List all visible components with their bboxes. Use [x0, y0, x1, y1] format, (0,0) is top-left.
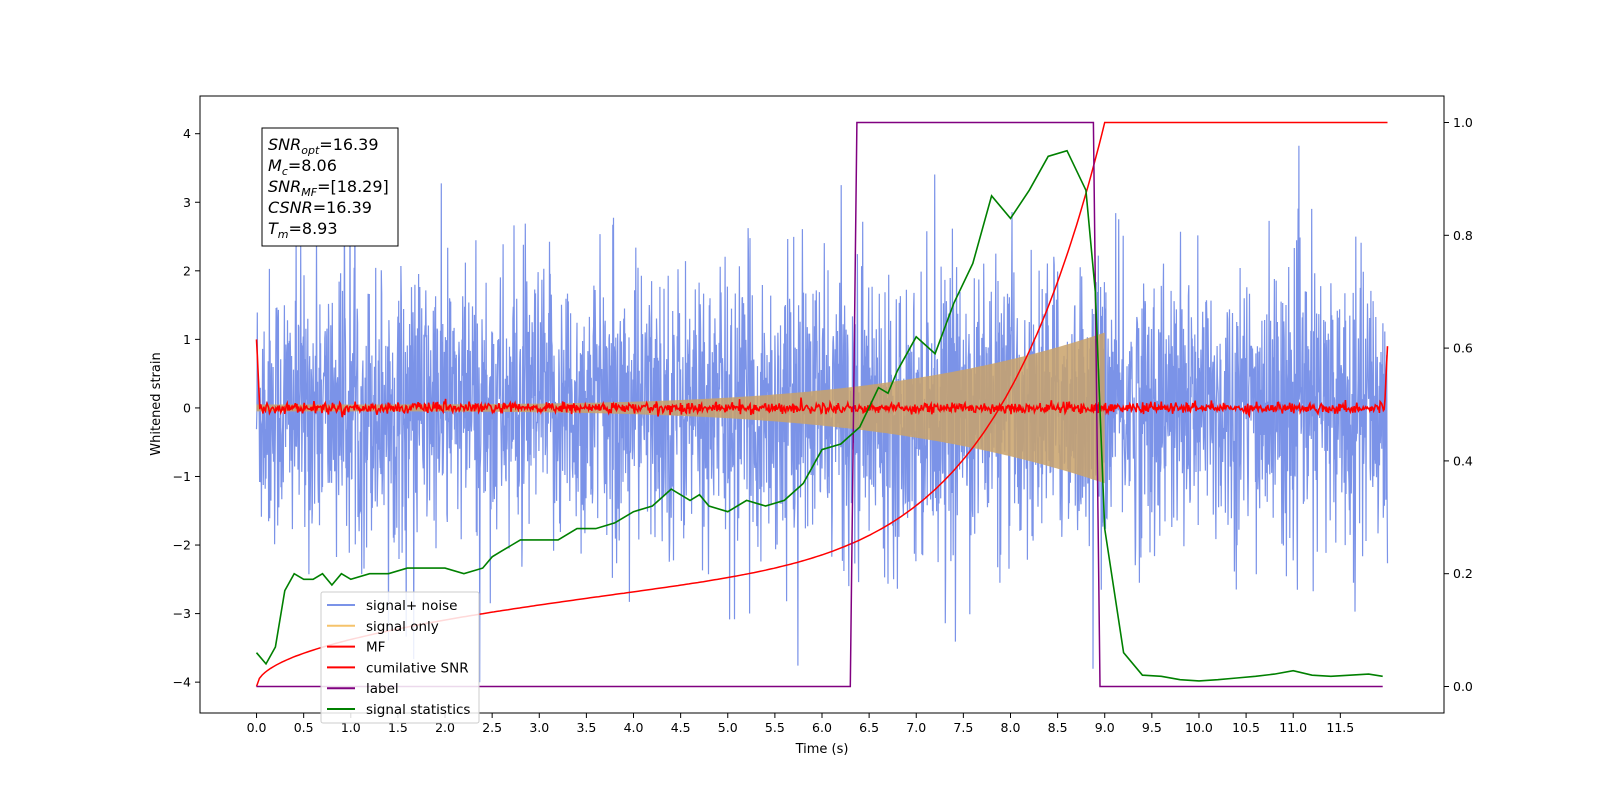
x-tick-label: 10.0	[1185, 720, 1213, 735]
x-tick-label: 9.5	[1142, 720, 1162, 735]
y-tick-label: −3	[173, 606, 191, 621]
x-tick-label: 7.5	[953, 720, 973, 735]
x-tick-label: 2.0	[435, 720, 455, 735]
info-line: SNRopt=16.39	[268, 135, 379, 157]
x-tick-label: 8.5	[1048, 720, 1068, 735]
x-tick-label: 11.5	[1326, 720, 1354, 735]
y2-tick-label: 0.4	[1453, 453, 1473, 468]
series-label	[256, 121, 1383, 688]
x-tick-label: 0.5	[294, 720, 314, 735]
x-axis-label: Time (s)	[795, 742, 849, 757]
x-tick-label: 11.0	[1279, 720, 1307, 735]
legend-label: MF	[366, 640, 385, 656]
x-tick-label: 5.5	[765, 720, 785, 735]
legend-label: label	[366, 681, 399, 697]
y-tick-label: 4	[183, 126, 191, 141]
x-tick-label: 6.5	[859, 720, 879, 735]
info-line: Mc=8.06	[268, 156, 337, 178]
x-tick-label: 3.5	[576, 720, 596, 735]
x-tick-label: 4.5	[671, 720, 691, 735]
y-axis-right: 1.0 0.8 0.6 0.4 0.2 0.0	[1444, 115, 1473, 694]
series-mf	[255, 339, 1389, 419]
y-tick-label: 3	[183, 195, 191, 210]
info-line: CSNR=16.39	[268, 198, 372, 217]
info-box: SNRopt=16.39Mc=8.06SNRMF=[18.29]CSNR=16.…	[261, 127, 399, 247]
legend: signal+ noise signal only MF cumilative SNR…	[320, 591, 480, 724]
x-tick-label: 1.0	[341, 720, 361, 735]
y2-tick-label: 0.6	[1453, 341, 1473, 356]
y-tick-label: 0	[183, 400, 191, 415]
x-tick-label: 6.0	[812, 720, 832, 735]
x-tick-label: 2.5	[482, 720, 502, 735]
series-signal-noise	[255, 145, 1389, 683]
x-tick-label: 7.0	[906, 720, 926, 735]
y2-tick-label: 0.8	[1453, 228, 1473, 243]
legend-label: cumilative SNR	[366, 660, 469, 676]
x-tick-label: 3.0	[529, 720, 549, 735]
y-axis-left: 4 3 2 1 0 −1 −2 −3 −4	[173, 126, 200, 690]
info-line: Tm=8.93	[268, 219, 338, 241]
y-tick-label: 1	[183, 332, 191, 347]
x-tick-label: 8.0	[1001, 720, 1021, 735]
y2-tick-label: 0.2	[1453, 566, 1473, 581]
legend-label: signal statistics	[366, 702, 470, 718]
x-tick-label: 9.0	[1095, 720, 1115, 735]
series-signal-statistics	[255, 149, 1383, 682]
y2-tick-label: 1.0	[1453, 115, 1473, 130]
y-tick-label: 2	[183, 263, 191, 278]
y-tick-label: −4	[173, 675, 191, 690]
y2-tick-label: 0.0	[1453, 679, 1473, 694]
x-tick-label: 0.0	[247, 720, 267, 735]
y-tick-label: −2	[173, 538, 191, 553]
x-tick-label: 4.0	[624, 720, 644, 735]
legend-label: signal only	[366, 619, 439, 635]
info-box-frame	[261, 127, 399, 247]
x-axis: 0.0 0.5 1.0 1.5 2.0 2.5 3.0 3.5 4.0 4.5 5.0 5.5 6.0 6…	[247, 713, 1354, 735]
y-axis-label: Whitened strain	[149, 352, 164, 455]
legend-frame	[320, 591, 480, 724]
y-tick-label: −1	[173, 469, 191, 484]
legend-label: signal+ noise	[366, 598, 457, 614]
x-tick-label: 5.0	[718, 720, 738, 735]
x-tick-label: 1.5	[388, 720, 408, 735]
x-tick-label: 10.5	[1232, 720, 1260, 735]
info-line: SNRMF=[18.29]	[268, 177, 389, 199]
